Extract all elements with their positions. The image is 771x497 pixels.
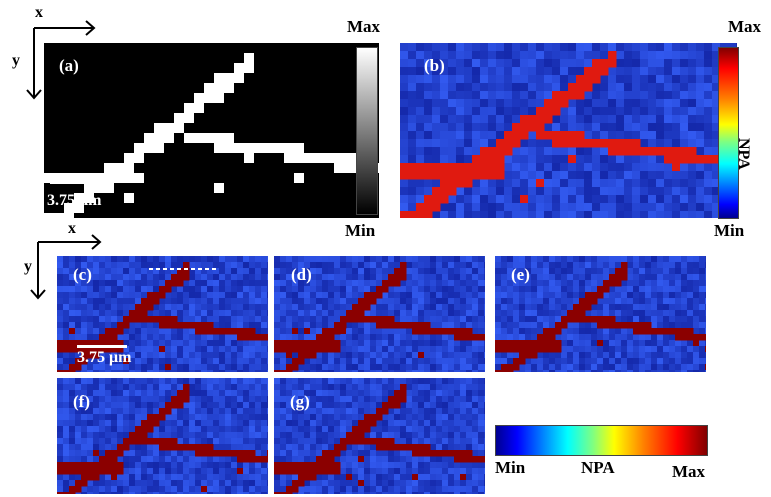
- xy-axis-arrows-top: [26, 20, 96, 100]
- panel-label-a: (a): [59, 56, 79, 75]
- xy-axis-arrows-bottom: [30, 234, 102, 300]
- panel-label-g: (g): [290, 392, 310, 411]
- scalebar-c: [77, 345, 127, 348]
- gray-colorbar: [356, 47, 378, 215]
- scalebar-a: [50, 181, 108, 184]
- jet-colorbar-horizontal-max: Max: [672, 462, 706, 481]
- panel-label-c: (c): [73, 265, 92, 284]
- panel-c-heatmap: [57, 256, 268, 372]
- jet-colorbar-max: Max: [728, 17, 762, 36]
- panel-g-heatmap: [274, 378, 485, 494]
- panel-label-e: (e): [511, 265, 530, 284]
- x-axis-label-bottom: x: [68, 220, 76, 237]
- panel-e-npa-map: (e): [495, 256, 706, 372]
- panel-e-heatmap: [495, 256, 706, 372]
- panel-b-heatmap: [400, 43, 737, 218]
- panel-f-npa-map: (f): [57, 378, 268, 494]
- panel-f-heatmap: [57, 378, 268, 494]
- panel-a-binary-map: (a) 3.75 μm: [44, 43, 379, 218]
- panel-label-f: (f): [73, 392, 90, 411]
- panel-d-heatmap: [274, 256, 485, 372]
- panel-c-npa-map: (c) 3.75 μm: [57, 256, 268, 372]
- panel-g-npa-map: (g): [274, 378, 485, 494]
- dashed-line-c: [149, 268, 219, 270]
- y-axis-label-top: y: [12, 52, 20, 69]
- panel-label-b: (b): [424, 56, 445, 75]
- jet-colorbar-label: NPA: [735, 138, 752, 170]
- gray-colorbar-max: Max: [347, 17, 381, 36]
- scalebar-text-c: 3.75 μm: [77, 349, 132, 366]
- jet-colorbar-vertical: [718, 47, 739, 219]
- gray-colorbar-min: Min: [345, 221, 376, 240]
- panel-label-d: (d): [291, 265, 312, 284]
- jet-colorbar-min: Min: [714, 221, 745, 240]
- panel-d-npa-map: (d): [274, 256, 485, 372]
- jet-colorbar-horizontal-min: Min: [495, 458, 526, 477]
- x-axis-label-top: x: [35, 4, 43, 21]
- panel-b-npa-map: (b): [400, 43, 737, 218]
- jet-colorbar-horizontal: [495, 425, 708, 456]
- jet-colorbar-horizontal-label: NPA: [581, 458, 615, 477]
- scalebar-text-a: 3.75 μm: [47, 192, 102, 209]
- y-axis-label-bottom: y: [24, 258, 32, 275]
